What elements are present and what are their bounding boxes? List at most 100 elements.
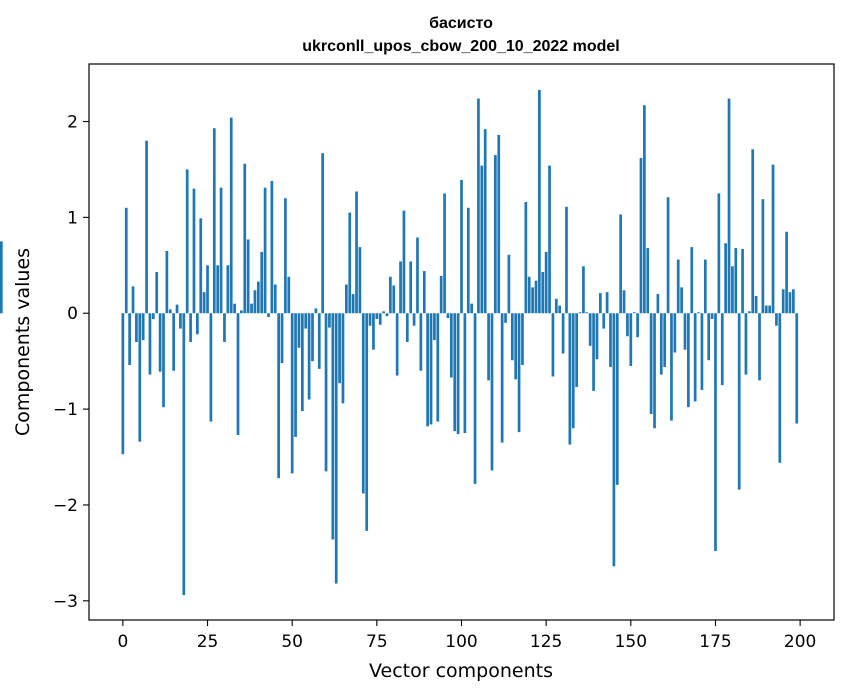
bar-170 bbox=[697, 312, 700, 314]
bar-168 bbox=[690, 247, 694, 314]
bar-167 bbox=[687, 313, 690, 408]
bar-24 bbox=[202, 292, 206, 314]
bar-133 bbox=[571, 313, 575, 429]
bar-148 bbox=[622, 290, 626, 314]
bar-108 bbox=[487, 313, 490, 381]
bar-43 bbox=[267, 313, 270, 318]
y-tick-label: −3 bbox=[53, 592, 78, 612]
bar-96 bbox=[446, 313, 450, 319]
bar-49 bbox=[287, 276, 291, 314]
bar-62 bbox=[331, 313, 335, 540]
bar-87 bbox=[416, 237, 419, 314]
bar-112 bbox=[500, 313, 504, 443]
bar-33 bbox=[233, 303, 236, 314]
bar-127 bbox=[551, 313, 555, 377]
bar-91 bbox=[429, 313, 433, 425]
bar-44 bbox=[270, 180, 274, 314]
bar-14 bbox=[168, 309, 172, 314]
bar-158 bbox=[656, 294, 660, 314]
bar-154 bbox=[643, 105, 646, 314]
bar-156 bbox=[649, 313, 653, 414]
bar-3 bbox=[131, 286, 135, 314]
bar-143 bbox=[605, 292, 609, 314]
bar-149 bbox=[626, 313, 629, 337]
bar-34 bbox=[236, 313, 240, 435]
bar-104 bbox=[473, 313, 477, 484]
bar-155 bbox=[646, 248, 650, 314]
bar-77 bbox=[382, 311, 385, 314]
bar-73 bbox=[368, 313, 372, 326]
bar-75 bbox=[375, 313, 379, 319]
bar-116 bbox=[514, 313, 518, 380]
bar-36 bbox=[243, 163, 247, 314]
bar-137 bbox=[585, 312, 589, 314]
bar-42 bbox=[263, 187, 267, 314]
bar-99 bbox=[456, 313, 460, 435]
bar-55 bbox=[307, 313, 311, 400]
bar-171 bbox=[700, 313, 704, 390]
bar-11 bbox=[158, 313, 162, 372]
bar-146 bbox=[615, 313, 619, 485]
bar-182 bbox=[737, 313, 741, 490]
bar-111 bbox=[497, 134, 501, 314]
bar-140 bbox=[595, 313, 599, 360]
x-axis-ticks: 0 25 50 75 100 125 150 175 200 bbox=[117, 620, 816, 652]
bar-159 bbox=[659, 313, 663, 375]
bar-71 bbox=[361, 313, 365, 494]
bar-90 bbox=[426, 313, 429, 427]
bar-8 bbox=[148, 313, 152, 375]
bar-193 bbox=[775, 313, 778, 326]
bar-150 bbox=[629, 313, 633, 366]
bar-19 bbox=[185, 169, 189, 314]
bar-88 bbox=[419, 313, 423, 371]
bar-177 bbox=[720, 313, 724, 386]
bar-179 bbox=[727, 98, 731, 314]
bar-191 bbox=[768, 305, 772, 314]
bar-160 bbox=[663, 313, 667, 367]
bar-173 bbox=[707, 313, 711, 361]
bar-180 bbox=[731, 266, 734, 314]
bar-198 bbox=[792, 289, 795, 314]
bar-64 bbox=[338, 313, 341, 384]
bar-130 bbox=[561, 313, 565, 354]
bar-26 bbox=[209, 313, 213, 422]
bar-147 bbox=[619, 214, 623, 314]
bar-45 bbox=[273, 284, 277, 314]
bar-128 bbox=[554, 298, 558, 314]
bar-192 bbox=[771, 164, 775, 314]
bar-40 bbox=[256, 281, 260, 314]
bar-47 bbox=[280, 313, 284, 364]
bar-169 bbox=[693, 313, 697, 402]
bar-15 bbox=[172, 313, 176, 371]
bar-0 bbox=[121, 313, 125, 455]
bar-97 bbox=[449, 313, 453, 378]
bar-110 bbox=[494, 155, 497, 314]
bar-189 bbox=[761, 199, 765, 314]
bar-28 bbox=[216, 265, 220, 314]
bar-126 bbox=[548, 165, 551, 314]
bar-123 bbox=[538, 89, 541, 314]
bar-74 bbox=[372, 313, 375, 350]
bar-120 bbox=[527, 276, 531, 314]
bar-178 bbox=[724, 243, 727, 314]
bar-141 bbox=[598, 293, 602, 314]
plot-frame bbox=[88, 63, 835, 621]
bar-69 bbox=[355, 191, 358, 314]
bars-group bbox=[0, 89, 799, 596]
y-tick-label: 0 bbox=[67, 304, 78, 324]
bar-118 bbox=[521, 313, 524, 366]
bar-98 bbox=[453, 313, 457, 432]
bar-30 bbox=[223, 313, 226, 342]
bar-76 bbox=[378, 313, 382, 325]
bar-109 bbox=[490, 313, 494, 471]
bar-185 bbox=[747, 311, 751, 314]
bar-5 bbox=[138, 313, 142, 442]
y-axis-ticks: −3 −2 −1 0 1 2 bbox=[53, 113, 89, 612]
bar-59 bbox=[321, 153, 325, 314]
x-tick-label: 150 bbox=[615, 632, 647, 652]
bar-175 bbox=[714, 313, 717, 551]
bar-66 bbox=[345, 284, 348, 314]
bar-157 bbox=[653, 313, 656, 429]
y-tick-label: 1 bbox=[67, 208, 78, 228]
